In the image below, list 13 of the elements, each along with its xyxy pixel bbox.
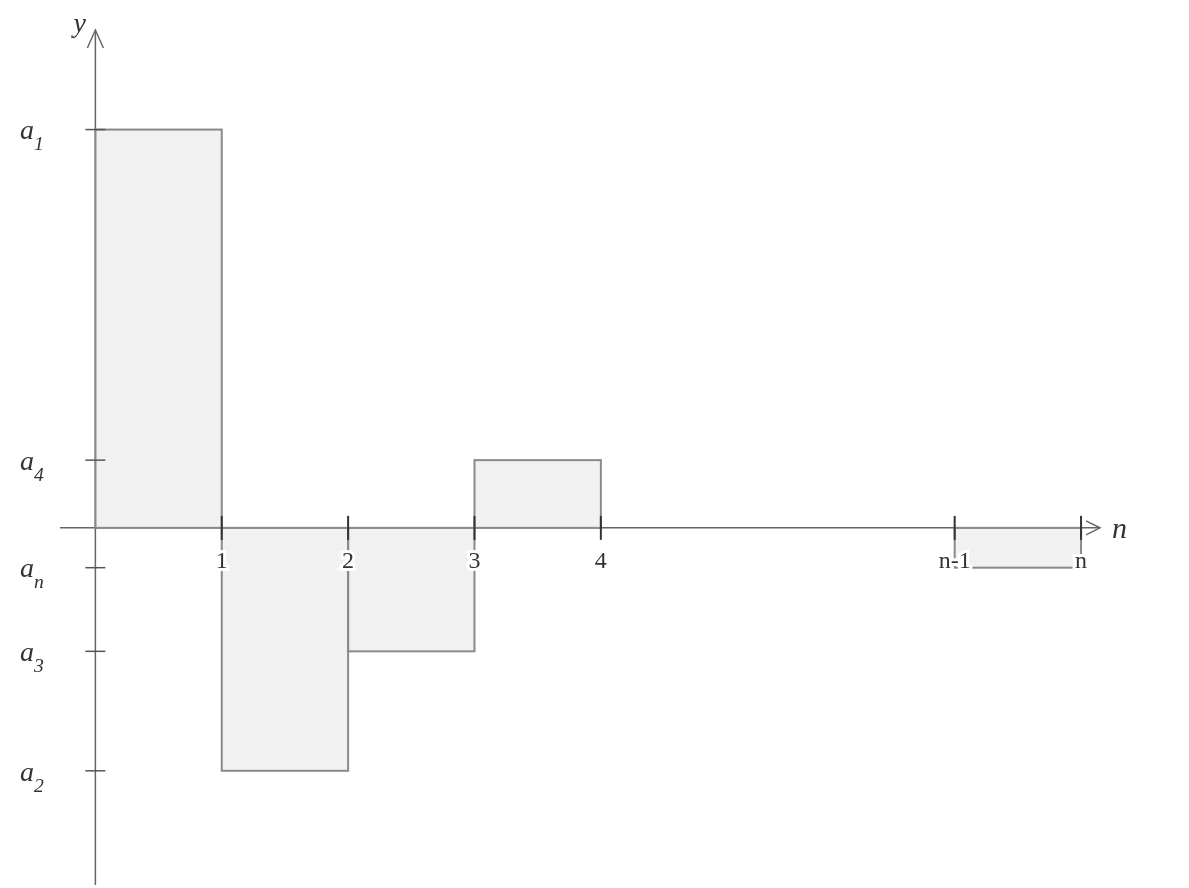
text: a$_{n}$ bbox=[20, 552, 44, 592]
x-axis-title: n bbox=[1112, 510, 1127, 544]
text: a$_{2}$ bbox=[20, 755, 44, 796]
text: a$_{3}$ bbox=[20, 636, 44, 676]
x-tick-label: n bbox=[1075, 546, 1088, 573]
text: a$_{4}$ bbox=[20, 444, 44, 485]
x-tick-label: 2 bbox=[342, 546, 355, 573]
y-axis-title: y bbox=[70, 7, 87, 38]
text: a$_{1}$ bbox=[20, 114, 44, 154]
x-tick-label: n-1 bbox=[938, 546, 971, 573]
x-tick-label: 4 bbox=[594, 546, 607, 573]
x-tick-label: 1 bbox=[215, 546, 228, 573]
x-tick-label: 3 bbox=[468, 546, 481, 573]
